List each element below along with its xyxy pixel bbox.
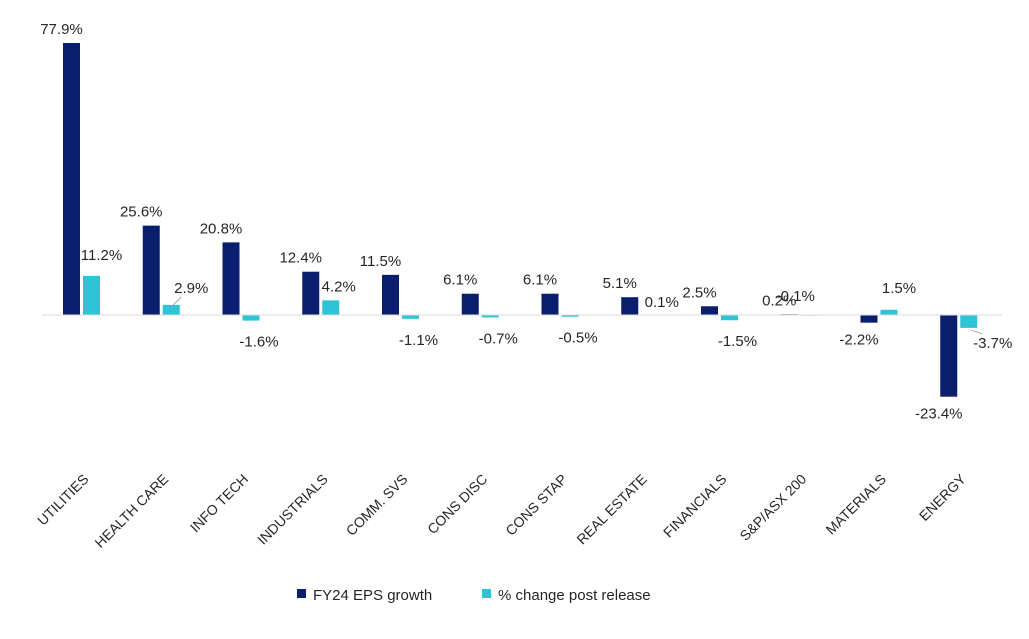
- data-label-eps-growth: 5.1%: [603, 275, 637, 292]
- category-labels-layer: UTILITIES HEALTH CARE INFO TECH INDUSTRIALS…: [34, 470, 969, 550]
- leader-lines-layer: [172, 296, 983, 335]
- data-label-eps-growth: 12.4%: [279, 250, 322, 267]
- category-label: INFO TECH: [187, 471, 251, 535]
- data-label-change-post-release: -0.1%: [776, 288, 815, 305]
- bar-change-post-release: [242, 315, 260, 321]
- bar-eps-growth: [860, 315, 878, 323]
- data-label-eps-growth: 20.8%: [200, 220, 243, 237]
- bar-change-post-release: [960, 315, 978, 328]
- legend-label-eps: FY24 EPS growth: [313, 587, 432, 604]
- bar-eps-growth: [621, 297, 639, 315]
- bar-eps-growth: [701, 306, 718, 315]
- bar-change-post-release: [721, 315, 738, 321]
- category-label: ENERGY: [916, 470, 970, 524]
- bar-eps-growth: [63, 43, 80, 315]
- data-label-change-post-release: -0.7%: [479, 330, 518, 347]
- legend-swatch-eps: [297, 589, 306, 598]
- bar-change-post-release: [322, 300, 340, 315]
- category-label: REAL ESTATE: [573, 471, 650, 548]
- data-label-eps-growth: 2.5%: [682, 284, 716, 301]
- data-label-eps-growth: -2.2%: [839, 332, 878, 349]
- data-labels-layer: 77.9% 11.2% 25.6% 2.9% 20.8% -1.6% 12.4%4.2%11…: [40, 21, 1012, 423]
- data-label-change-post-release: 2.9%: [174, 280, 208, 297]
- data-label-change-post-release: 0.1%: [645, 294, 679, 311]
- bar-eps-growth: [940, 315, 958, 397]
- category-label: CONS STAP: [502, 471, 570, 539]
- bar-change-post-release: [481, 315, 499, 318]
- data-label-change-post-release: -1.1%: [399, 332, 438, 349]
- bar-eps-growth: [461, 293, 479, 315]
- legend-label-change: % change post release: [498, 587, 651, 604]
- bars-layer: [63, 43, 978, 397]
- legend: FY24 EPS growth % change post release: [297, 587, 651, 604]
- bar-change-post-release: [880, 309, 898, 315]
- bar-eps-growth: [541, 293, 559, 315]
- bar-change-post-release: [83, 275, 100, 315]
- bar-eps-growth: [142, 225, 160, 315]
- data-label-eps-growth: 11.5%: [360, 253, 401, 270]
- data-label-change-post-release: -3.7%: [973, 335, 1012, 352]
- data-label-eps-growth: 77.9%: [40, 21, 83, 38]
- data-label-eps-growth: -23.4%: [915, 406, 963, 423]
- data-label-change-post-release: -0.5%: [558, 330, 597, 347]
- data-label-change-post-release: -1.5%: [718, 333, 757, 350]
- leader-line: [970, 329, 983, 335]
- data-label-eps-growth: 6.1%: [443, 272, 477, 289]
- category-label: UTILITIES: [34, 471, 92, 529]
- bar-eps-growth: [382, 274, 399, 315]
- category-label: S&P/ASX 200: [736, 471, 809, 544]
- bar-eps-growth: [302, 271, 320, 315]
- data-label-change-post-release: 1.5%: [882, 280, 916, 297]
- data-label-change-post-release: -1.6%: [239, 334, 278, 351]
- leader-line: [172, 296, 182, 306]
- category-label: COMM. SVS: [343, 471, 411, 539]
- bar-change-post-release: [561, 315, 579, 317]
- data-label-change-post-release: 4.2%: [322, 278, 356, 295]
- category-label: FINANCIALS: [660, 471, 730, 541]
- data-label-eps-growth: 6.1%: [523, 272, 557, 289]
- category-label: MATERIALS: [822, 471, 889, 538]
- data-label-eps-growth: 0.2%: [762, 292, 796, 309]
- bar-change-post-release: [402, 315, 419, 319]
- data-label-eps-growth: 25.6%: [120, 204, 163, 221]
- category-label: CONS DISC: [424, 471, 490, 537]
- bar-eps-growth: [222, 242, 240, 315]
- data-label-change-post-release: 11.2%: [81, 247, 122, 264]
- category-label: HEALTH CARE: [91, 471, 171, 551]
- category-label: INDUSTRIALS: [254, 471, 331, 548]
- legend-swatch-change: [482, 589, 491, 598]
- bar-change-post-release: [162, 304, 180, 315]
